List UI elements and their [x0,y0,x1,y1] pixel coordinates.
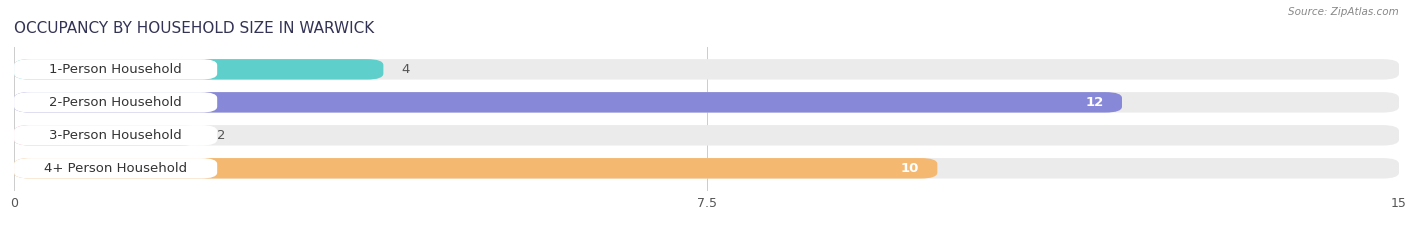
Text: 2-Person Household: 2-Person Household [49,96,181,109]
FancyBboxPatch shape [14,158,1399,178]
Text: 12: 12 [1085,96,1104,109]
Text: 2: 2 [217,129,226,142]
FancyBboxPatch shape [14,158,217,178]
Text: 10: 10 [900,162,920,175]
Text: 3-Person Household: 3-Person Household [49,129,181,142]
FancyBboxPatch shape [14,92,1122,113]
FancyBboxPatch shape [14,125,198,146]
Text: OCCUPANCY BY HOUSEHOLD SIZE IN WARWICK: OCCUPANCY BY HOUSEHOLD SIZE IN WARWICK [14,21,374,36]
FancyBboxPatch shape [14,59,1399,80]
FancyBboxPatch shape [14,59,384,80]
Text: 4+ Person Household: 4+ Person Household [44,162,187,175]
FancyBboxPatch shape [14,125,1399,146]
FancyBboxPatch shape [14,125,217,146]
Text: 1-Person Household: 1-Person Household [49,63,181,76]
FancyBboxPatch shape [14,92,217,113]
Text: Source: ZipAtlas.com: Source: ZipAtlas.com [1288,7,1399,17]
FancyBboxPatch shape [14,158,938,178]
FancyBboxPatch shape [14,59,217,80]
Text: 4: 4 [402,63,411,76]
FancyBboxPatch shape [14,92,1399,113]
